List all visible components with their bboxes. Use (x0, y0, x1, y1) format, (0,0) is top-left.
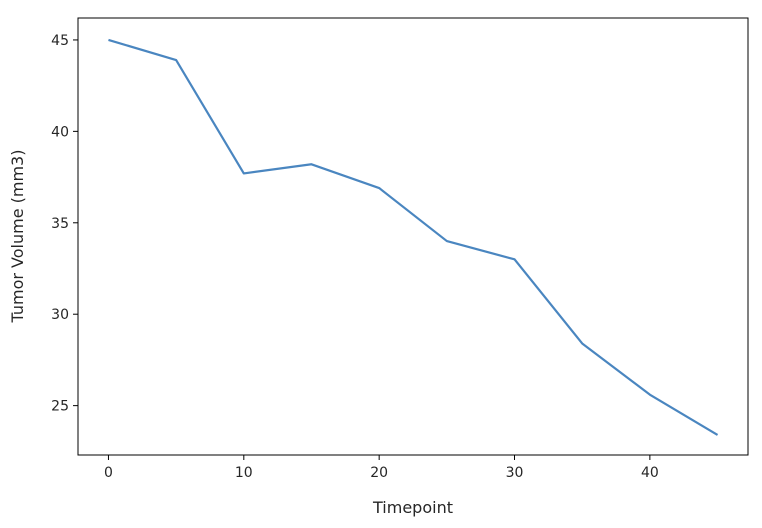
x-tick-label: 40 (641, 465, 659, 481)
y-tick-label: 30 (51, 307, 69, 323)
x-axis-label: Timepoint (372, 498, 453, 517)
y-tick-label: 35 (51, 216, 69, 232)
axes-frame (77, 17, 749, 456)
x-tick-label: 0 (104, 465, 113, 481)
x-tick-label: 10 (235, 465, 253, 481)
y-tick-label: 40 (51, 124, 69, 140)
series-line (108, 38, 719, 436)
x-tick-label: 30 (506, 465, 524, 481)
x-tick-label: 20 (370, 465, 388, 481)
y-axis-label: Tumor Volume (mm3) (8, 150, 27, 324)
y-tick-label: 45 (51, 33, 69, 49)
y-tick-label: 25 (51, 399, 69, 415)
